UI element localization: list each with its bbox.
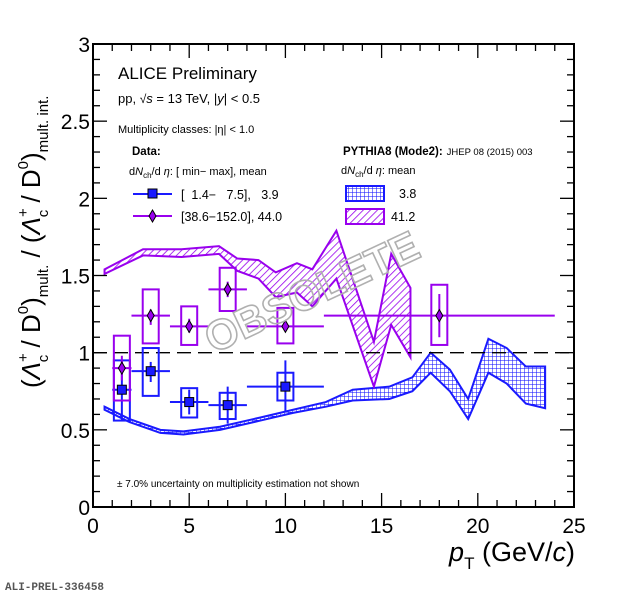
legend-data-header: Data: bbox=[132, 146, 161, 158]
y-tick-label: 1.5 bbox=[61, 266, 90, 289]
legend-data-subheader: dNch/d η: [ min− max], mean bbox=[129, 166, 267, 180]
chart-title: ALICE Preliminary bbox=[118, 64, 257, 83]
legend-data: Data: dNch/d η: [ min− max], mean [ 1.4−… bbox=[129, 146, 282, 224]
data-series-low-mult bbox=[112, 347, 324, 424]
marker-square bbox=[222, 400, 233, 411]
x-tick-label: 10 bbox=[274, 515, 297, 538]
marker-square bbox=[184, 397, 195, 408]
y-axis-title: (Λ+ c / D0)mult. / (Λ+ c / D0)mult. int. bbox=[15, 96, 52, 388]
model-band-low-mult bbox=[103, 337, 547, 436]
svg-text:(Λ+c / D0)mult. / (Λ+c / D0)mu: (Λ+ c / D0)mult. / (Λ+ c / D0)mult. int. bbox=[15, 96, 52, 388]
multiplicity-annotation: Multiplicity classes: |η| < 1.0 bbox=[118, 124, 254, 136]
legend-entry-high-mult: [38.6−152.0], 44.0 bbox=[181, 210, 282, 224]
data-series-high-mult bbox=[112, 266, 555, 402]
x-tick-label: 25 bbox=[562, 515, 585, 538]
marker-square bbox=[116, 384, 127, 395]
y-tick-label: 1 bbox=[78, 343, 90, 366]
marker-diamond bbox=[281, 319, 290, 334]
y-tick-label: 0.5 bbox=[61, 420, 90, 443]
axis-ticks bbox=[92, 43, 575, 508]
model-bands bbox=[103, 228, 547, 436]
y-tick-label: 2 bbox=[78, 188, 90, 211]
legend-band-crosshatch bbox=[345, 185, 385, 202]
legend-band-hatch bbox=[345, 208, 385, 225]
figure-id-label: ALI-PREL-336458 bbox=[5, 582, 105, 594]
marker-diamond bbox=[435, 308, 444, 323]
x-axis-title: pT (GeV/c) bbox=[448, 537, 575, 573]
y-tick-label: 2.5 bbox=[61, 111, 90, 134]
axis-tick-labels: 0 5 10 15 20 25 0 0.5 1 1.5 2 2.5 3 bbox=[61, 34, 586, 538]
marker-diamond bbox=[117, 361, 126, 376]
legend-model-entry-low: 3.8 bbox=[399, 187, 416, 201]
uncertainty-note: ± 7.0% uncertainty on multiplicity estim… bbox=[117, 479, 359, 490]
y-tick-label: 0 bbox=[78, 497, 90, 520]
y-tick-label: 3 bbox=[78, 34, 90, 57]
model-band-high-mult bbox=[103, 228, 412, 390]
legend-model-entry-high: 41.2 bbox=[391, 210, 415, 224]
legend-model-header: PYTHIA8 (Mode2): JHEP 08 (2015) 003 bbox=[343, 146, 533, 158]
marker-square bbox=[145, 366, 156, 377]
data-points bbox=[112, 266, 555, 424]
chart-subtitle: pp, √s = 13 TeV, |y| < 0.5 bbox=[118, 91, 260, 106]
legend-marker-diamond bbox=[148, 209, 157, 223]
legend-model: PYTHIA8 (Mode2): JHEP 08 (2015) 003 dNch/… bbox=[341, 146, 533, 225]
marker-square bbox=[280, 381, 291, 392]
marker-diamond bbox=[223, 282, 232, 297]
svg-text:pT (GeV/c): pT (GeV/c) bbox=[448, 537, 575, 573]
x-tick-label: 5 bbox=[183, 515, 195, 538]
x-tick-label: 0 bbox=[87, 515, 99, 538]
legend-entry-low-mult: [ 1.4− 7.5], 3.9 bbox=[181, 188, 279, 202]
legend-marker-square bbox=[147, 188, 158, 199]
x-tick-label: 20 bbox=[466, 515, 489, 538]
marker-diamond bbox=[185, 319, 194, 334]
marker-diamond bbox=[146, 308, 155, 323]
legend-model-subheader: dNch/d η: mean bbox=[341, 165, 416, 179]
x-tick-label: 15 bbox=[370, 515, 393, 538]
